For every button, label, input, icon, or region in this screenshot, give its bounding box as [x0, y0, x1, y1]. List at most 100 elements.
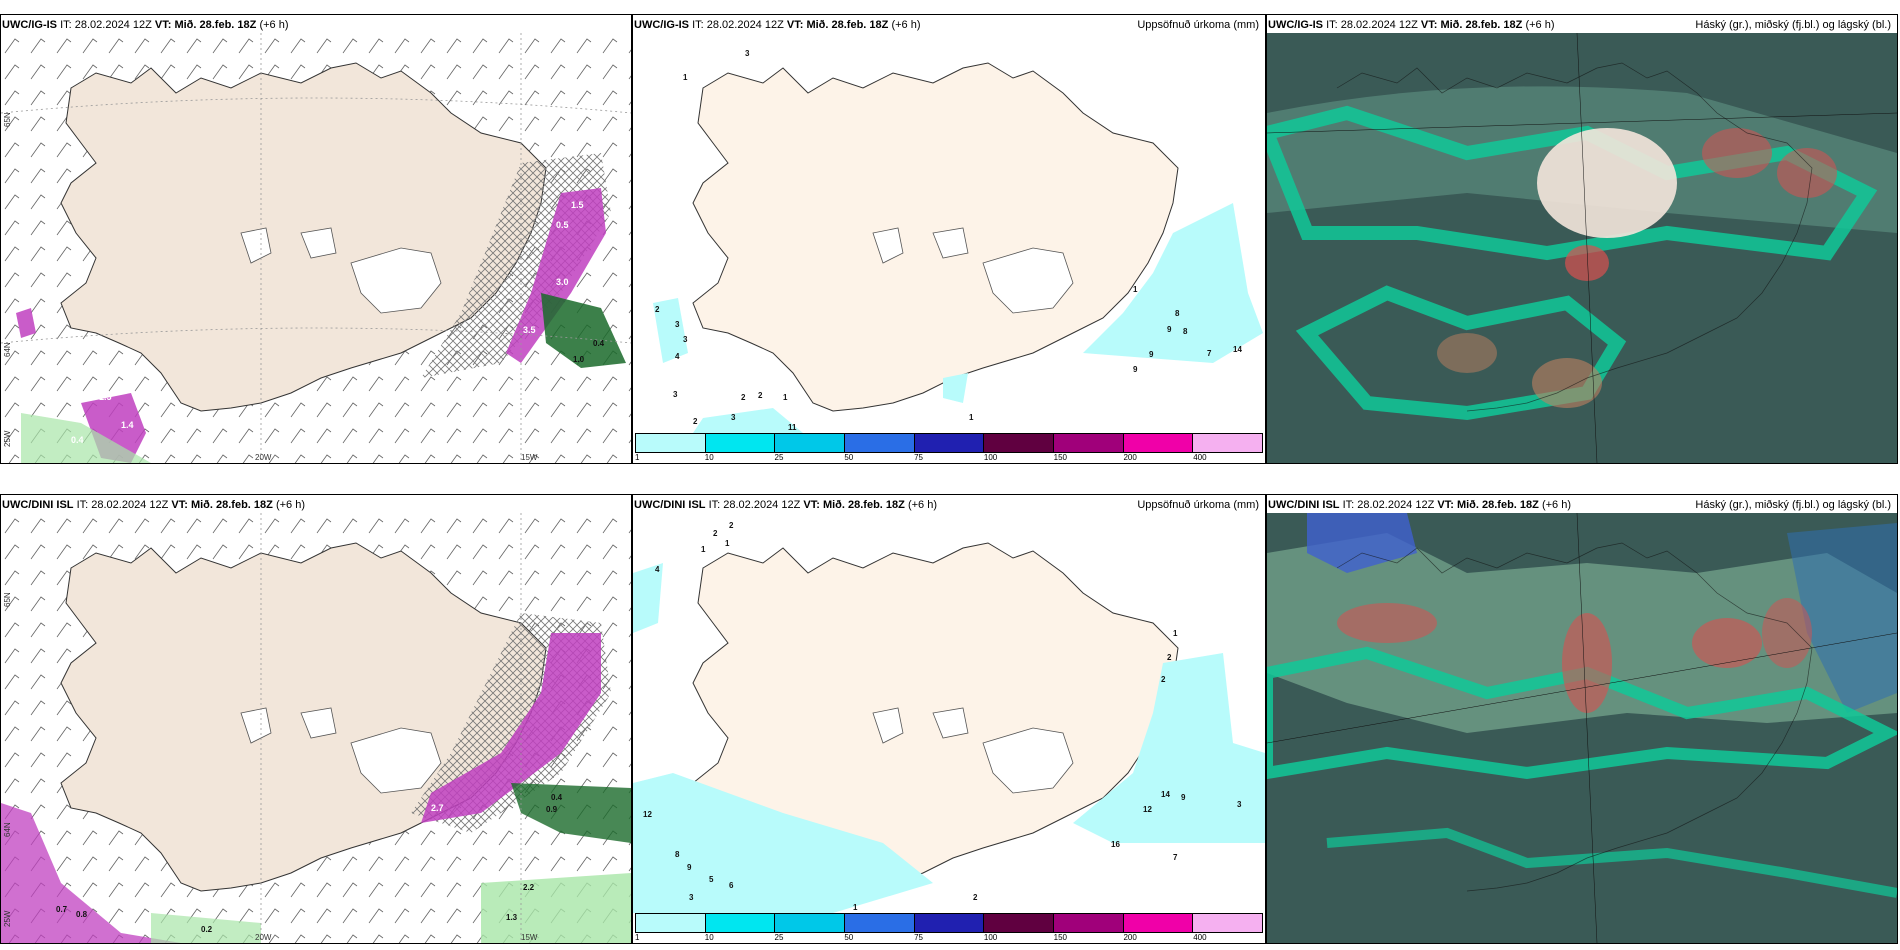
colorbar-tick: 10 — [704, 933, 714, 942]
wind-value: 0.2 — [201, 925, 213, 934]
cloud-title: Háský (gr.), miðský (fj.bl.) og lágský (… — [1695, 499, 1891, 511]
colorbar-tick: 50 — [844, 933, 854, 942]
wind-value: 0.4 — [593, 339, 605, 348]
precip-magenta — [421, 633, 601, 823]
lead-time: (+6 h) — [907, 499, 937, 511]
precip-value: 3 — [675, 320, 680, 329]
panel-header: UWC/IG-IS IT: 28.02.2024 12Z VT: Mið. 28… — [1268, 17, 1893, 33]
precip-value: 4 — [675, 352, 680, 361]
panel-header: UWC/DINI ISL IT: 28.02.2024 12Z VT: Mið.… — [2, 497, 627, 513]
wind-value: 0.7 — [56, 905, 68, 914]
precip-light-area — [653, 298, 688, 363]
colorbar-cell — [1123, 434, 1194, 452]
colorbar-cell — [705, 434, 776, 452]
precip-map — [653, 62, 1263, 433]
colorbar-cell — [1193, 434, 1263, 452]
colorbar-cell — [775, 434, 846, 452]
precip-title: Uppsöfnuð úrkoma (mm) — [1137, 499, 1259, 511]
precip-value: 6 — [729, 881, 734, 890]
it-label: IT: — [1342, 499, 1355, 511]
cloud-map — [1267, 33, 1897, 463]
precip-magenta — [1, 803, 181, 943]
colorbar-cell — [984, 914, 1055, 932]
precip-value: 9 — [1133, 365, 1138, 374]
colorbar-tick: 100 — [983, 933, 998, 942]
wind-value: 3.0 — [556, 277, 569, 287]
precip-value: 2 — [1161, 675, 1166, 684]
precip-value: 9 — [687, 863, 692, 872]
vt-label: VT: — [786, 19, 804, 31]
precip-light-area — [943, 373, 968, 403]
precip-value: 8 — [675, 850, 680, 859]
precip-value: 1 — [783, 393, 788, 402]
wind-value: 1.3 — [506, 913, 518, 922]
vt-label: VT: — [1437, 499, 1454, 511]
precip-value: 7 — [1207, 349, 1212, 358]
glacier — [350, 247, 442, 314]
vt-value: Mið. 28.feb. 18Z — [1440, 19, 1523, 31]
precip-green — [21, 413, 151, 463]
colorbar-tick: 50 — [844, 453, 854, 462]
lon-label: 15W — [521, 933, 538, 942]
precip-value: 5 — [709, 875, 714, 884]
colorbar-cell — [636, 914, 706, 932]
wind-value: 2.7 — [431, 803, 444, 813]
colorbar-cell — [845, 434, 915, 452]
lead-time: (+6 h) — [1525, 19, 1555, 31]
lead-time: (+6 h) — [259, 19, 289, 31]
panel-header: UWC/IG-IS IT: 28.02.2024 12Z VT: Mið. 28… — [634, 17, 1261, 33]
wind-panel-row1: UWC/IG-IS IT: 28.02.2024 12Z VT: Mið. 28… — [0, 14, 632, 464]
precip-value: 16 — [1111, 840, 1120, 849]
precip-magenta — [506, 188, 606, 363]
model-name: UWC/IG-IS — [2, 19, 57, 31]
colorbar-cell — [914, 434, 985, 452]
glacier — [350, 727, 442, 794]
colorbar-cell — [1193, 914, 1263, 932]
precip-light-area — [633, 773, 933, 913]
precip-map — [633, 542, 1265, 913]
wind-map — [1, 513, 631, 943]
vt-value: Mið. 28.feb. 18Z — [806, 19, 889, 31]
precip-light-area — [1073, 653, 1265, 843]
model-name: UWC/IG-IS — [634, 19, 689, 31]
glacier — [240, 707, 272, 744]
lat-label: 65N — [3, 592, 12, 607]
wind-value: 0.4 — [84, 871, 97, 881]
precip-green — [511, 783, 631, 843]
glacier — [872, 227, 904, 264]
glacier — [982, 727, 1074, 794]
lead-time: (+6 h) — [891, 19, 921, 31]
colorbar-cell — [636, 434, 706, 452]
precip-panel-row1: UWC/IG-IS IT: 28.02.2024 12Z VT: Mið. 28… — [632, 14, 1266, 464]
it-value: 28.02.2024 12Z — [1357, 499, 1435, 511]
precip-value: 9 — [1181, 793, 1186, 802]
colorbar-tick: 1 — [635, 453, 640, 462]
precip-value: 1 — [1133, 285, 1138, 294]
lat-label: 64N — [3, 342, 12, 357]
precip-value: 9 — [1167, 325, 1172, 334]
model-name: UWC/DINI ISL — [2, 499, 74, 511]
colorbar-cell — [1123, 914, 1194, 932]
colorbar-tick: 25 — [774, 933, 784, 942]
colorbar-tick: 150 — [1053, 453, 1068, 462]
precip-green — [151, 913, 261, 943]
precip-value: 1 — [1173, 629, 1178, 638]
precip-value: 14 — [1233, 345, 1242, 354]
lon-label: 15W — [521, 453, 538, 462]
glacier — [300, 227, 337, 259]
wind-value: 1.5 — [571, 200, 584, 210]
precip-value: 9 — [1149, 350, 1154, 359]
colorbar-tick: 150 — [1053, 933, 1068, 942]
colorbar-cell — [775, 914, 846, 932]
precip-value: 1 — [725, 539, 730, 548]
glacier — [932, 227, 969, 259]
model-name: UWC/DINI ISL — [1268, 499, 1340, 511]
colorbar-tick: 200 — [1123, 453, 1137, 462]
precip-title: Uppsöfnuð úrkoma (mm) — [1137, 19, 1259, 31]
vt-value: Mið. 28.feb. 18Z — [190, 499, 273, 511]
wind-value: 3.5 — [523, 325, 536, 335]
precip-value: 12 — [643, 810, 652, 819]
panel-header: UWC/IG-IS IT: 28.02.2024 12Z VT: Mið. 28… — [2, 17, 627, 33]
vt-value: Mið. 28.feb. 18Z — [174, 19, 257, 31]
precip-value: 1 — [853, 903, 858, 912]
